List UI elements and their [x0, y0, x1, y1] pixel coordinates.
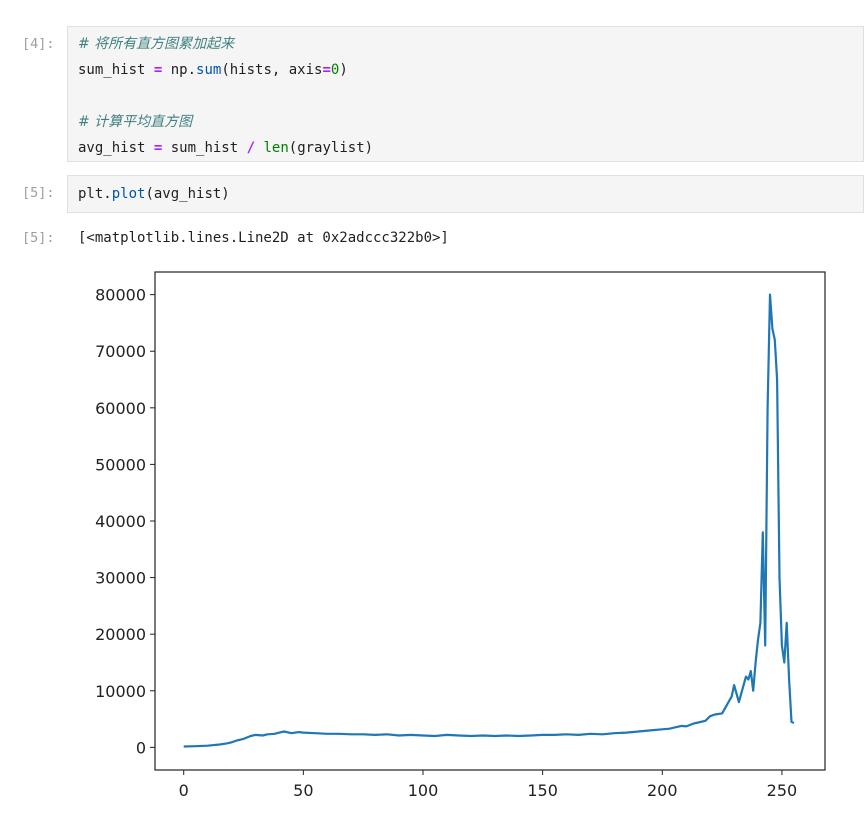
code-comment: # 计算平均直方图: [78, 114, 193, 130]
output-area: [5]: [<matplotlib.lines.Line2D at 0x2adc…: [0, 228, 864, 258]
code-token: avg_hist: [78, 140, 154, 156]
y-axis: 0 10000 20000 30000 40000 50000 60000 70000 8000…: [95, 286, 155, 757]
code-line: # 将所有直方图累加起来: [78, 31, 853, 57]
code-cell-4[interactable]: [4]: # 将所有直方图累加起来 sum_hist = np.sum(hist…: [0, 26, 864, 162]
code-token: plt.: [78, 186, 112, 202]
code-token: ): [339, 62, 348, 78]
x-tick-label: 100: [408, 781, 439, 800]
x-tick-label: 250: [767, 781, 798, 800]
x-tick-label: 150: [527, 781, 558, 800]
y-tick-label: 70000: [95, 342, 146, 361]
code-line: # 计算平均直方图: [78, 109, 853, 135]
code-number: 0: [330, 62, 340, 78]
plot-frame: [154, 271, 826, 771]
y-tick-label: 60000: [95, 399, 146, 418]
code-builtin: len: [263, 140, 289, 156]
y-tick-label: 80000: [95, 286, 146, 305]
output-text: [<matplotlib.lines.Line2D at 0x2adccc322…: [78, 230, 449, 246]
code-operator: /: [246, 140, 256, 156]
code-line: plt.plot(avg_hist): [78, 181, 853, 207]
code-token: (hists, axis: [221, 62, 323, 78]
y-tick-label: 0: [136, 738, 146, 757]
y-tick-label: 20000: [95, 625, 146, 644]
code-token: (graylist): [288, 140, 374, 156]
x-tick-label: 50: [293, 781, 313, 800]
y-tick-label: 30000: [95, 569, 146, 588]
x-axis: 0 50 100 150 200 250: [179, 770, 798, 800]
cell-prompt: [4]:: [22, 36, 55, 52]
code-token: sum_hist: [78, 62, 154, 78]
code-operator: =: [153, 62, 163, 78]
code-token: np.: [162, 62, 197, 78]
cell-prompt: [5]:: [22, 185, 55, 201]
code-operator: =: [153, 140, 163, 156]
code-line: avg_hist = sum_hist / len(graylist): [78, 135, 853, 161]
code-function: sum: [196, 62, 222, 78]
y-tick-label: 10000: [95, 682, 146, 701]
code-input[interactable]: # 将所有直方图累加起来 sum_hist = np.sum(hists, ax…: [67, 26, 864, 162]
y-tick-label: 50000: [95, 455, 146, 474]
output-prompt: [5]:: [22, 230, 55, 246]
code-comment: # 将所有直方图累加起来: [78, 36, 235, 52]
code-operator: =: [322, 62, 331, 78]
x-tick-label: 0: [179, 781, 189, 800]
x-tick-label: 200: [647, 781, 678, 800]
plot-output: 0 10000 20000 30000 40000 50000 60000 70000 8000…: [70, 262, 850, 811]
y-tick-label: 40000: [95, 512, 146, 531]
line-chart: 0 10000 20000 30000 40000 50000 60000 70000 8000…: [95, 271, 826, 800]
code-token: (avg_hist): [145, 186, 230, 202]
code-line-blank: [78, 83, 853, 109]
code-cell-5[interactable]: [5]: plt.plot(avg_hist): [0, 175, 864, 213]
code-function: plot: [111, 186, 146, 202]
code-line: sum_hist = np.sum(hists, axis=0): [78, 57, 853, 83]
series-line: [183, 293, 795, 748]
code-token: sum_hist: [162, 140, 247, 156]
code-input[interactable]: plt.plot(avg_hist): [67, 175, 864, 213]
